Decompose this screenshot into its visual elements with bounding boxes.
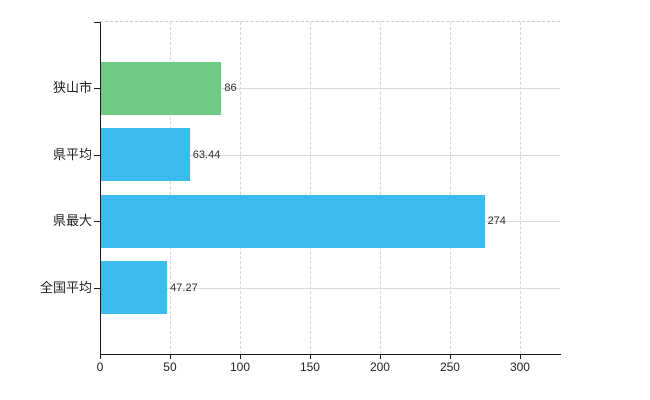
bar-value-label: 47.27 [170, 281, 198, 294]
x-axis-tick-label: 100 [229, 360, 250, 374]
y-axis-line [100, 22, 101, 354]
category-label: 県平均 [52, 146, 92, 162]
x-axis-line [100, 354, 561, 355]
x-axis-tick [239, 355, 241, 359]
bar-city [101, 61, 222, 115]
bar-row [101, 194, 485, 248]
bar-value-label: 86 [224, 82, 237, 95]
y-axis-tick [94, 287, 100, 289]
x-axis-tick-label: 300 [509, 360, 530, 374]
vertical-gridline [169, 22, 171, 354]
y-axis-tick [94, 221, 100, 223]
x-axis-tick [100, 355, 101, 359]
horizontal-gridline [101, 88, 560, 90]
bar-row [101, 128, 190, 182]
x-axis-tick-label: 50 [163, 360, 177, 374]
x-axis-tick [169, 355, 171, 359]
bar-value-label: 274 [487, 215, 506, 228]
x-axis-tick-label: 0 [96, 360, 104, 374]
bar-row [101, 261, 168, 315]
category-label: 狭山市 [52, 80, 92, 96]
y-axis-tick [94, 88, 100, 90]
vertical-gridline [519, 22, 521, 354]
vertical-gridline [239, 22, 241, 354]
x-axis-tick-label: 250 [439, 360, 460, 374]
category-label: 全国平均 [39, 279, 92, 295]
x-axis-tick [379, 355, 381, 359]
y-axis-top-tick [94, 22, 100, 23]
horizontal-gridline [101, 154, 560, 156]
plot-top-border [100, 21, 560, 22]
x-axis-tick [449, 355, 451, 359]
x-axis-tick-label: 200 [369, 360, 390, 374]
x-axis-tick [519, 355, 521, 359]
bar-value-label: 63.44 [192, 148, 221, 161]
category-label: 県最大 [52, 213, 92, 229]
y-axis-tick [94, 154, 100, 156]
x-axis-tick-label: 150 [299, 360, 320, 374]
vertical-gridline [309, 22, 311, 354]
x-axis-tick [309, 355, 311, 359]
vertical-gridline [379, 22, 381, 354]
horizontal-gridline [101, 287, 560, 289]
vertical-gridline [449, 22, 451, 354]
